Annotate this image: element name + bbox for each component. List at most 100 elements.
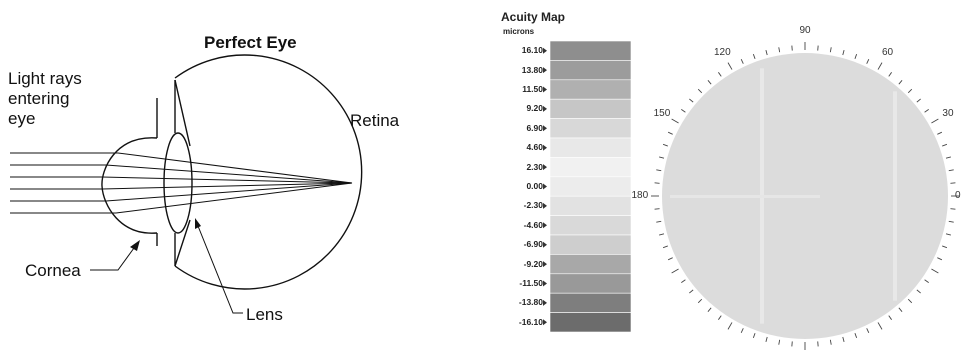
- angle-tick: [937, 131, 943, 135]
- angle-tick: [662, 245, 668, 249]
- angle-tick: [727, 62, 733, 70]
- angle-tick: [697, 298, 703, 304]
- ray-out-2: [105, 164, 353, 184]
- angle-tick: [945, 233, 951, 236]
- scale-pointer: [543, 125, 547, 132]
- ray-out-5: [105, 182, 353, 202]
- angle-tick: [659, 233, 665, 236]
- scale-value-label: 6.90: [526, 122, 543, 133]
- angle-tick: [948, 169, 954, 172]
- angle-tick: [931, 118, 939, 124]
- angle-tick: [752, 53, 756, 59]
- scale-pointer: [543, 47, 547, 54]
- angle-tick: [948, 220, 954, 223]
- scale-swatch: [549, 292, 632, 313]
- angle-tick: [854, 333, 858, 339]
- angle-tick: [907, 88, 913, 94]
- angle-tick: [707, 80, 712, 85]
- angle-tick: [718, 315, 722, 320]
- angle-tick: [866, 58, 870, 64]
- ray-out-1: [117, 152, 353, 184]
- angle-label: 60: [882, 47, 894, 59]
- scale-swatch: [549, 40, 632, 61]
- acuity-map-unit: microns: [503, 27, 535, 36]
- scale-pointer: [543, 280, 547, 287]
- scale-pointer: [543, 299, 547, 306]
- scale-pointer: [543, 261, 547, 268]
- lens-label: Lens: [246, 305, 283, 324]
- scale-value-label: -16.10: [518, 316, 543, 327]
- angle-tick: [829, 47, 832, 53]
- angle-label: 180: [631, 190, 649, 201]
- angle-tick: [656, 220, 662, 223]
- scale-swatch: [549, 312, 632, 333]
- angle-tick: [752, 333, 756, 339]
- cornea-outline: [101, 137, 158, 234]
- angle-tick: [671, 268, 679, 274]
- angle-tick: [662, 143, 668, 147]
- angle-tick: [942, 143, 948, 147]
- angle-tick: [898, 307, 903, 312]
- scale-swatch: [549, 118, 632, 139]
- angle-tick: [727, 322, 733, 330]
- scale-pointer: [543, 67, 547, 74]
- scale-swatch: [549, 254, 632, 275]
- angle-tick: [877, 322, 883, 330]
- ray-out-3: [101, 176, 353, 184]
- scale-value-label: -9.20: [523, 258, 543, 269]
- scale-value-label: -13.80: [518, 297, 543, 308]
- scale-value-label: 4.60: [526, 142, 543, 153]
- ray-out-6: [115, 182, 353, 214]
- angle-tick: [681, 279, 686, 283]
- suspensory-upper: [174, 79, 191, 147]
- cornea-label: Cornea: [25, 261, 81, 280]
- scale-value-label: -11.50: [519, 278, 543, 288]
- angle-tick: [924, 279, 929, 283]
- light-rays-label-line-2: entering: [8, 89, 70, 108]
- scale-value-label: -4.60: [523, 219, 543, 230]
- angle-tick: [888, 315, 892, 320]
- angle-label: 120: [714, 47, 731, 59]
- light-rays-label: Light rays entering eye: [8, 69, 82, 129]
- angle-tick: [945, 156, 951, 159]
- light-rays-label-line-3: eye: [8, 109, 36, 128]
- retina-label: Retina: [350, 111, 400, 130]
- scale-swatch: [549, 215, 632, 236]
- angle-tick: [765, 336, 768, 342]
- angle-tick: [718, 72, 722, 77]
- scale-pointer: [543, 319, 547, 326]
- angle-tick: [888, 72, 892, 77]
- scale-swatch: [549, 137, 632, 158]
- scale-pointer: [543, 105, 547, 112]
- scale-swatch: [549, 60, 632, 81]
- angle-tick: [707, 307, 712, 312]
- angle-tick: [842, 336, 845, 342]
- scale-pointer: [543, 144, 547, 151]
- scale-swatch: [549, 98, 632, 119]
- angle-tick: [681, 109, 686, 113]
- angle-tick: [671, 118, 679, 124]
- scale-swatch: [549, 234, 632, 255]
- acuity-map-panel: Acuity Map microns 16.10 13.80 11.50 9.20 6.…: [480, 0, 961, 351]
- angle-tick: [854, 53, 858, 59]
- angle-tick: [907, 298, 913, 304]
- angle-tick: [942, 245, 948, 249]
- angle-label: 0: [955, 190, 961, 201]
- angle-tick: [656, 169, 662, 172]
- acuity-polar-map: [651, 42, 959, 350]
- acuity-band: [893, 91, 897, 301]
- angle-tick: [937, 257, 943, 261]
- scale-pointer: [543, 183, 547, 190]
- scale-value-label: 0.00: [526, 181, 543, 191]
- color-scale-bar: [543, 40, 632, 333]
- acuity-map-graphic: [543, 40, 959, 350]
- lens-outline: [163, 132, 193, 234]
- scale-value-label: 16.10: [521, 45, 543, 56]
- angle-tick: [916, 98, 921, 103]
- scale-pointer: [543, 222, 547, 229]
- angle-tick: [866, 328, 870, 334]
- angle-tick: [778, 339, 781, 345]
- scale-pointer: [543, 241, 547, 248]
- angle-tick: [924, 109, 929, 113]
- angle-tick: [697, 88, 703, 94]
